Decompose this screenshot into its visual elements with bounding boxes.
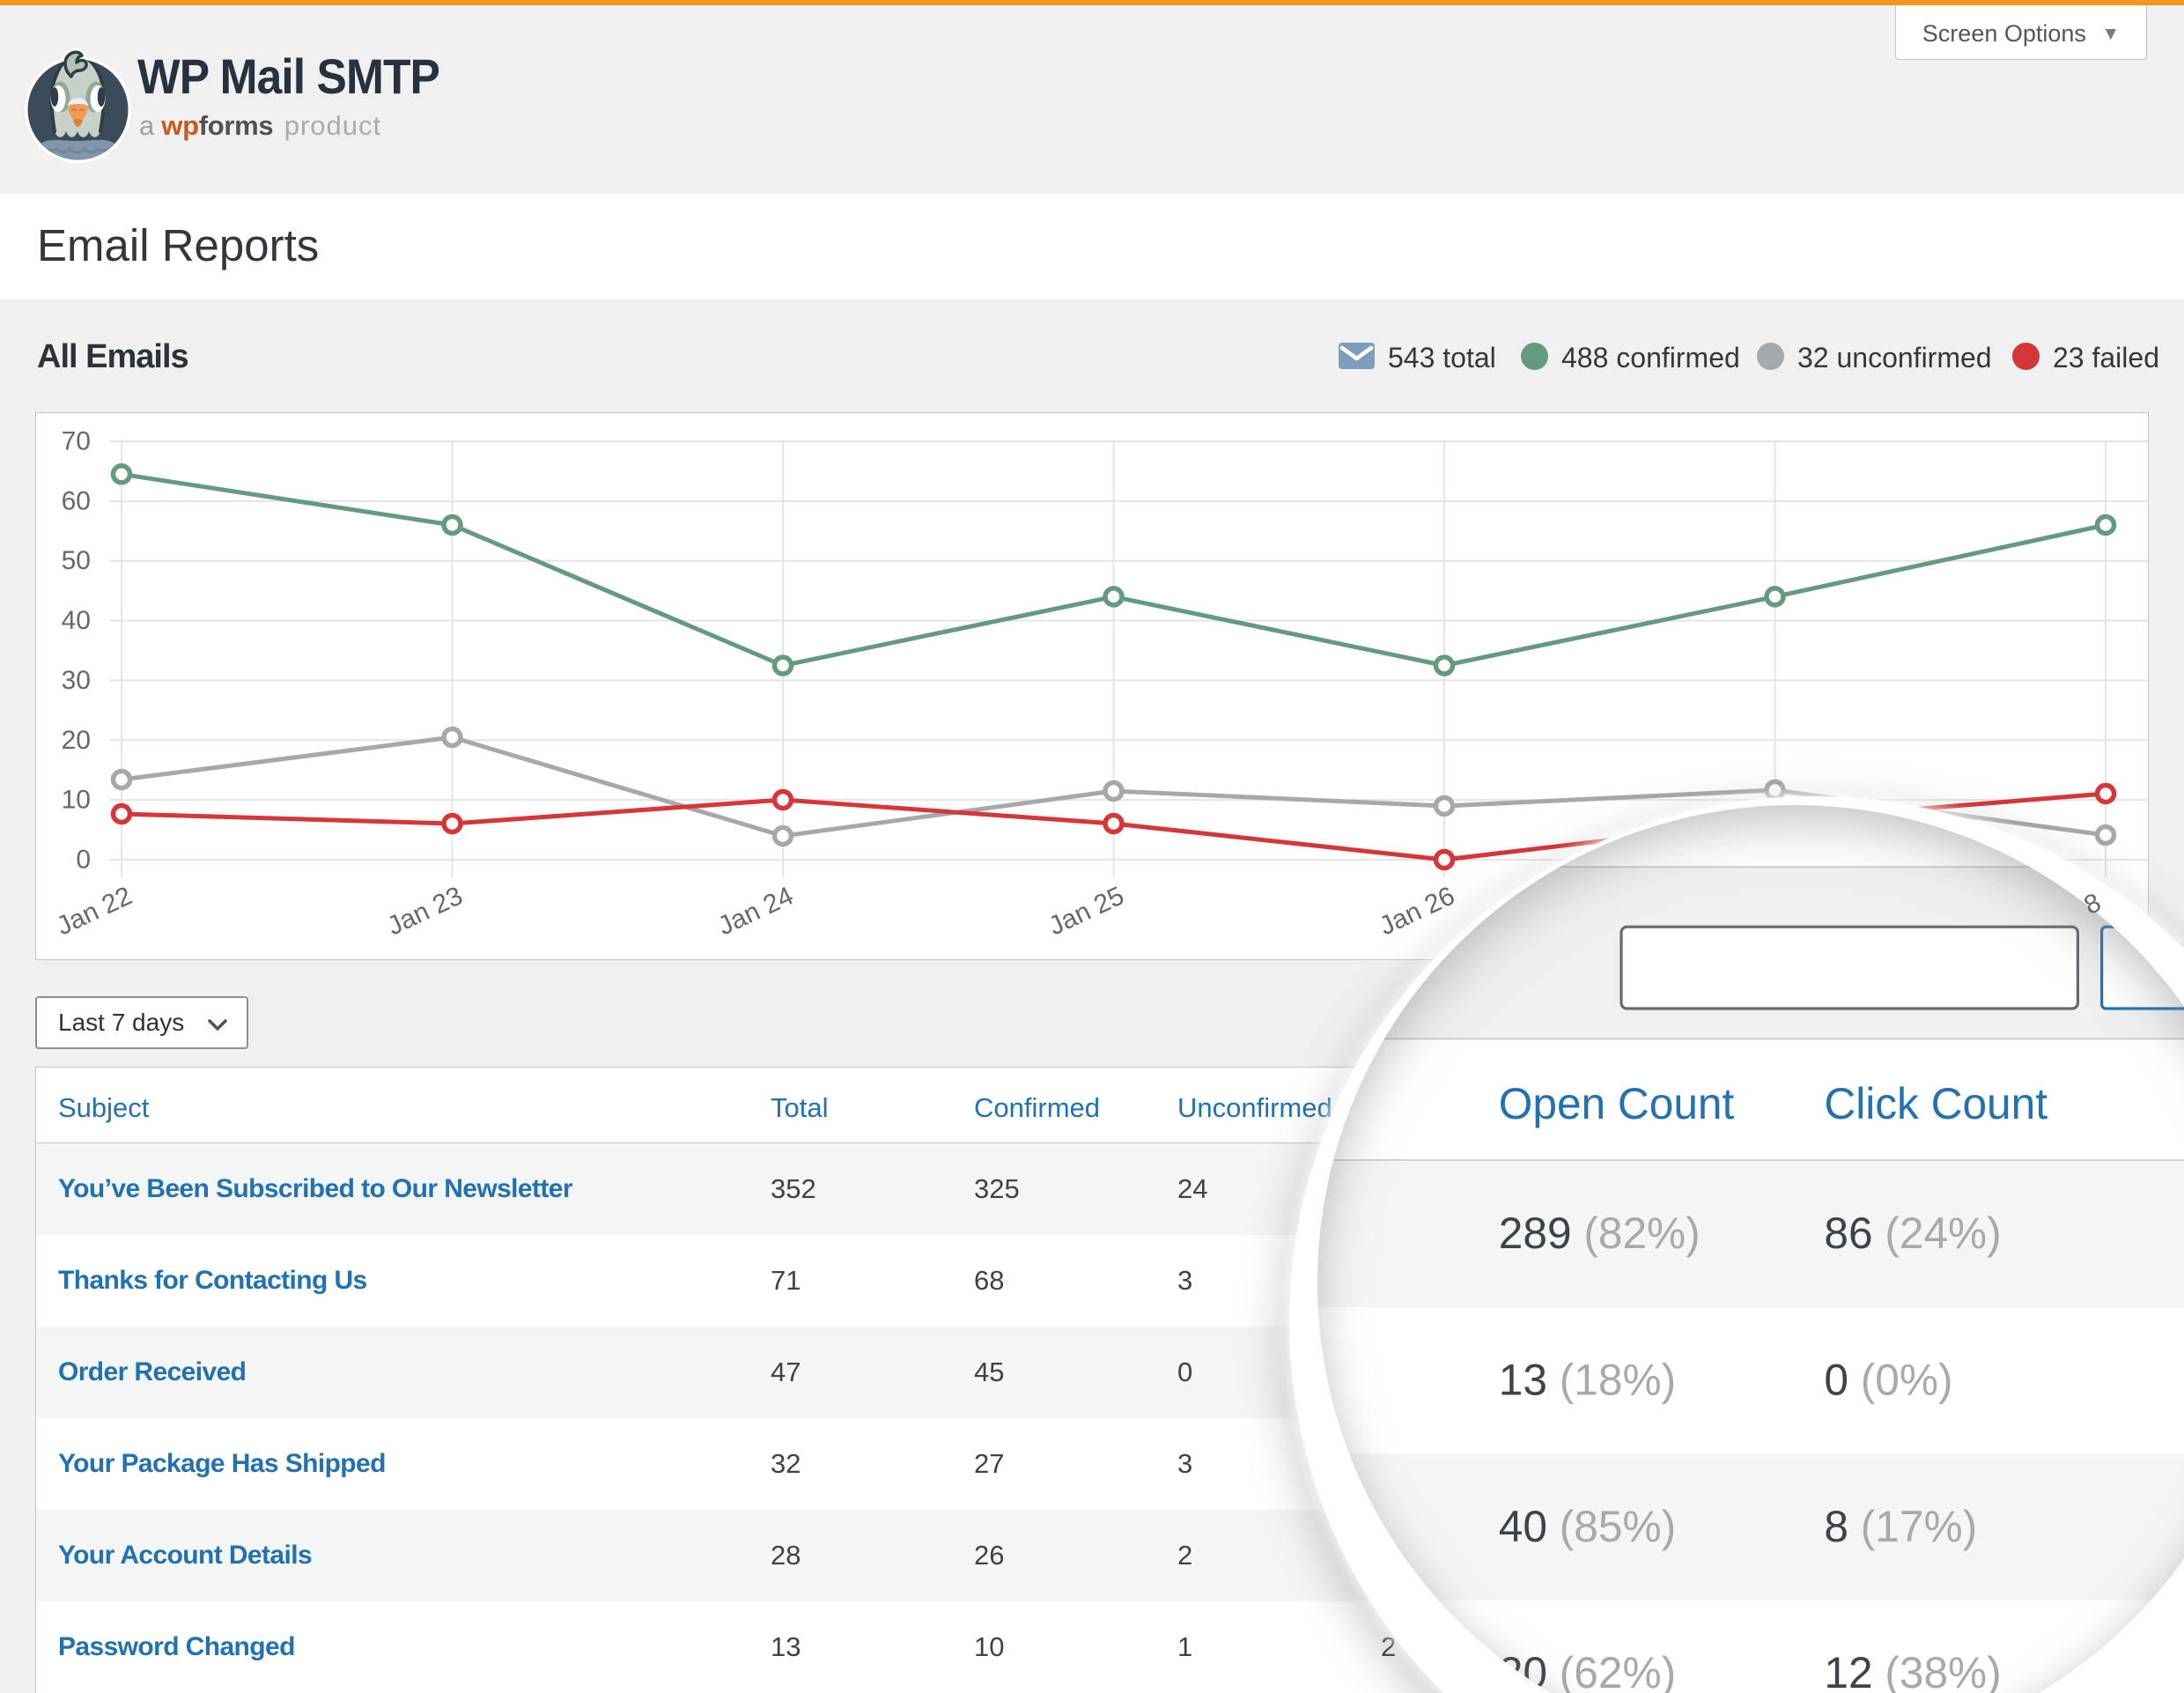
svg-text:10: 10 bbox=[62, 786, 91, 815]
svg-text:Jan 24: Jan 24 bbox=[713, 881, 798, 941]
svg-text:30: 30 bbox=[62, 666, 91, 695]
svg-text:0: 0 bbox=[76, 846, 91, 875]
svg-text:Jan 23: Jan 23 bbox=[383, 881, 468, 941]
svg-text:40: 40 bbox=[62, 606, 91, 635]
svg-text:Jan 22: Jan 22 bbox=[52, 881, 136, 941]
svg-text:20: 20 bbox=[62, 726, 91, 755]
svg-text:50: 50 bbox=[62, 546, 91, 575]
svg-text:60: 60 bbox=[62, 486, 91, 515]
svg-text:Jan 25: Jan 25 bbox=[1044, 881, 1129, 941]
svg-text:70: 70 bbox=[62, 427, 91, 456]
